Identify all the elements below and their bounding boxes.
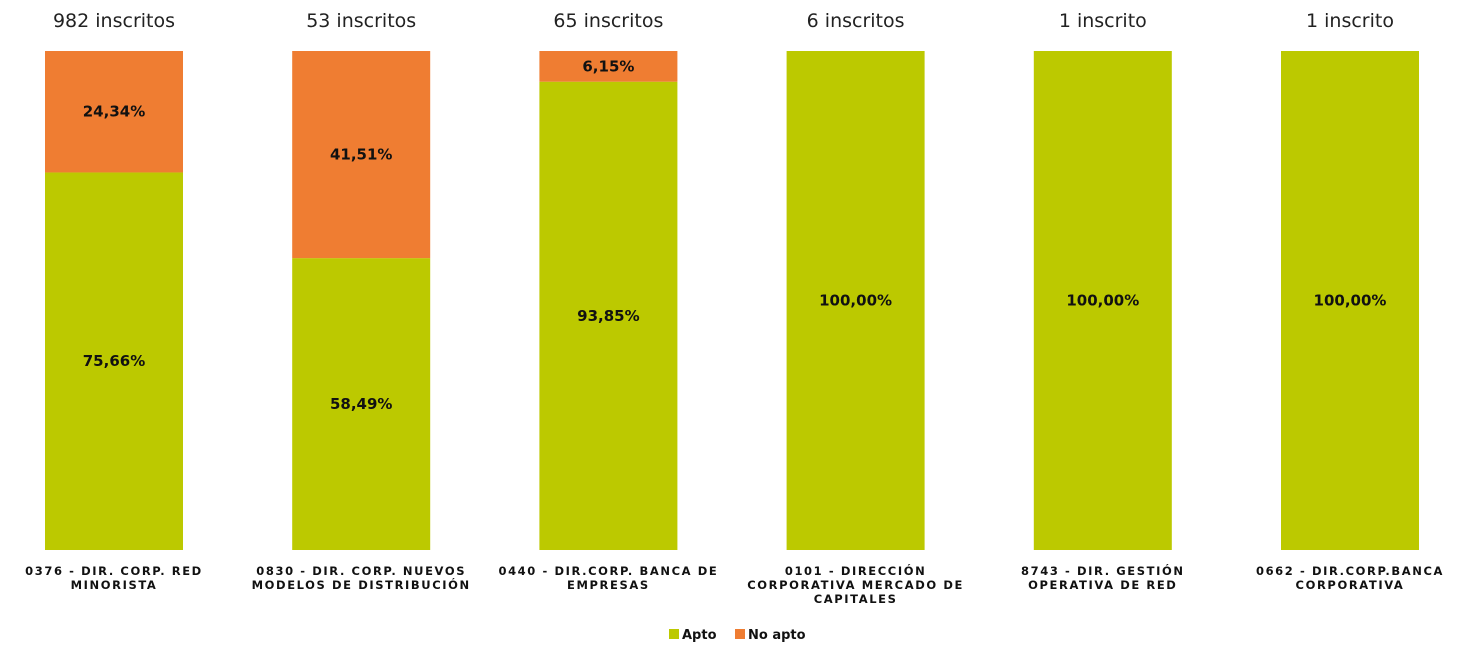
bar-segment-no-apto xyxy=(45,51,183,173)
category-label: 0376 - DIR. CORP. RED xyxy=(25,564,203,578)
data-label: 75,66% xyxy=(83,352,145,370)
data-label: 93,85% xyxy=(577,307,639,325)
bar-segment-apto xyxy=(786,51,925,550)
legend-swatch-apto xyxy=(669,629,679,639)
category-label: CORPORATIVA xyxy=(1296,578,1405,592)
category-label: 8743 - DIR. GESTIÓN xyxy=(1021,563,1185,578)
bar-segment-no-apto xyxy=(292,51,431,259)
category-label: CORPORATIVA MERCADO DE xyxy=(747,578,964,592)
legend-label: Apto xyxy=(682,628,717,643)
category-label: 0830 - DIR. CORP. NUEVOS xyxy=(256,564,466,578)
enrollment-label: 982 inscritos xyxy=(53,10,175,32)
category-label: CAPITALES xyxy=(814,592,898,606)
enrollment-label: 6 inscritos xyxy=(807,10,905,32)
data-label: 41,51% xyxy=(330,146,392,164)
enrollment-label: 1 inscrito xyxy=(1059,10,1147,32)
enrollment-label: 65 inscritos xyxy=(553,10,663,32)
enrollment-label: 53 inscritos xyxy=(306,10,416,32)
data-label: 100,00% xyxy=(819,292,892,310)
bar-segment-apto xyxy=(45,172,183,550)
category-label: 0662 - DIR.CORP.BANCA xyxy=(1256,564,1444,578)
legend-label: No apto xyxy=(748,628,806,643)
data-label: 58,49% xyxy=(330,395,392,413)
category-label: OPERATIVA DE RED xyxy=(1028,578,1177,592)
legend-swatch-no-apto xyxy=(735,629,745,639)
enrollment-label: 1 inscrito xyxy=(1306,10,1394,32)
data-label: 100,00% xyxy=(1314,292,1387,310)
data-label: 6,15% xyxy=(582,57,634,75)
bar-segment-apto xyxy=(1281,51,1419,550)
category-label: MINORISTA xyxy=(71,578,158,592)
data-label: 100,00% xyxy=(1066,292,1139,310)
bar-segment-no-apto xyxy=(539,51,678,82)
bar-segment-apto xyxy=(1033,51,1172,550)
category-label: MODELOS DE DISTRIBUCIÓN xyxy=(252,577,471,592)
category-label: EMPRESAS xyxy=(567,578,650,592)
data-label: 24,34% xyxy=(83,103,145,121)
category-label: 0440 - DIR.CORP. BANCA DE xyxy=(498,564,718,578)
bar-segment-apto xyxy=(292,258,431,550)
bar-segment-apto xyxy=(539,81,678,550)
category-label: 0101 - DIRECCIÓN xyxy=(785,563,926,578)
